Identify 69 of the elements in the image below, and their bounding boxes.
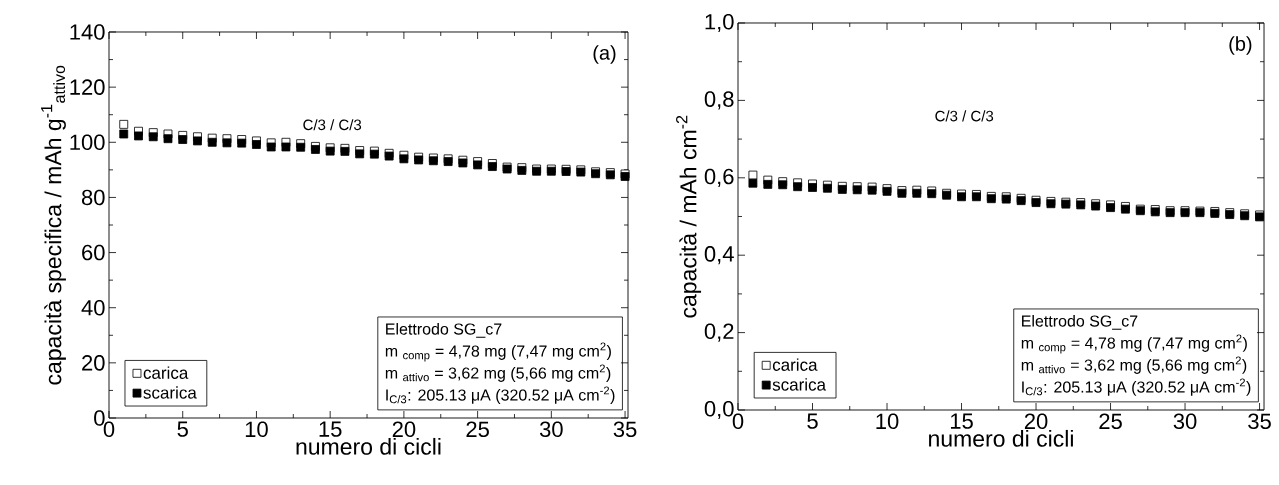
point [148,132,158,142]
annotation: m $_{comp}$ = 4,78 mg (7,47 mg cm$^{2}$) [385,342,611,362]
y-tick-label: 0,2 [704,323,734,342]
x-axis-title: numero di cicli [929,429,1073,447]
point [222,138,232,148]
point [237,138,247,148]
point [355,149,365,159]
annotation: I$_{C/3}$: 205.13 μA (320.52 μA cm$^{-2}$) [1022,378,1251,396]
y-axis-title: capacità specifica / mAh g$^{-1}$attivo [41,65,66,385]
y-tick-label: 140 [70,24,105,40]
point [473,160,483,170]
legend-label: carica [143,366,189,379]
y-tick-label: 100 [70,134,105,151]
legend-label: carica [772,358,818,371]
y-tick-label: 0,8 [704,91,734,110]
annotation: (a) [593,45,616,64]
x-tick-label: 20 [1024,413,1048,430]
point [808,183,817,192]
y-tick-label: 20 [82,355,105,371]
y-axis-title: capacità / mAh cm$^{-2}$ [676,115,702,318]
annotation: m $_{comp}$ = 4,78 mg (7,47 mg cm$^{2}$) [1021,334,1247,354]
y-tick-label: 40 [81,299,105,316]
annotation: Elettrodo SG_c7 [386,322,502,338]
annotation: Elettrodo SG_c7 [1022,314,1138,330]
y-tick-label: 0,6 [704,168,734,187]
point [793,182,803,192]
point [163,134,173,144]
x-tick-label: 10 [245,421,268,438]
annotation: C/3 / C/3 [935,110,994,122]
x-tick-label: 15 [950,413,973,429]
point [207,137,217,147]
annotation: m $_{attivo}$ = 3,62 mg (5,66 mg cm$^{2}$) [1021,356,1247,374]
x-tick-label: 10 [876,413,899,430]
annotation: (b) [1229,36,1252,55]
x-axis-title: numero di cicli [296,437,441,455]
point [748,170,758,180]
point [178,135,188,144]
y-tick-label: 120 [70,79,105,95]
point [193,136,202,146]
y-tick-label: 0,4 [704,246,734,265]
x-tick-label: 30 [539,421,563,438]
y-tick-label: 0,0 [704,400,734,420]
y-tick-label: 80 [81,189,105,206]
x-tick-label: 5 [807,413,818,429]
point [252,140,261,149]
point [748,178,758,188]
x-tick-label: 5 [177,421,188,437]
point [134,131,143,141]
y-tick-label: 60 [82,244,105,261]
annotation: m $_{attivo}$ = 3,62 mg (5,66 mg cm$^{2}$) [385,364,611,382]
x-tick-label: 25 [466,421,489,438]
legend-label: scarica [772,378,827,391]
point [763,179,773,189]
legend-label: scarica [143,386,197,399]
point [266,142,276,152]
x-tick-label: 20 [392,421,416,438]
x-tick-label: 30 [1173,413,1197,430]
x-tick-label: 15 [319,421,342,437]
x-tick-label: 35 [613,421,637,438]
annotation: I$_{C/3}$: 205.13 μA (320.52 μA cm$^{-2}$) [386,386,615,404]
point [119,119,129,129]
point [281,142,291,152]
y-tick-label: 1,0 [705,13,734,33]
point [837,185,847,194]
annotation: C/3 / C/3 [303,119,362,131]
point [399,154,409,164]
x-tick-label: 35 [1248,413,1271,430]
point [119,129,129,139]
x-tick-label: 25 [1099,413,1122,430]
